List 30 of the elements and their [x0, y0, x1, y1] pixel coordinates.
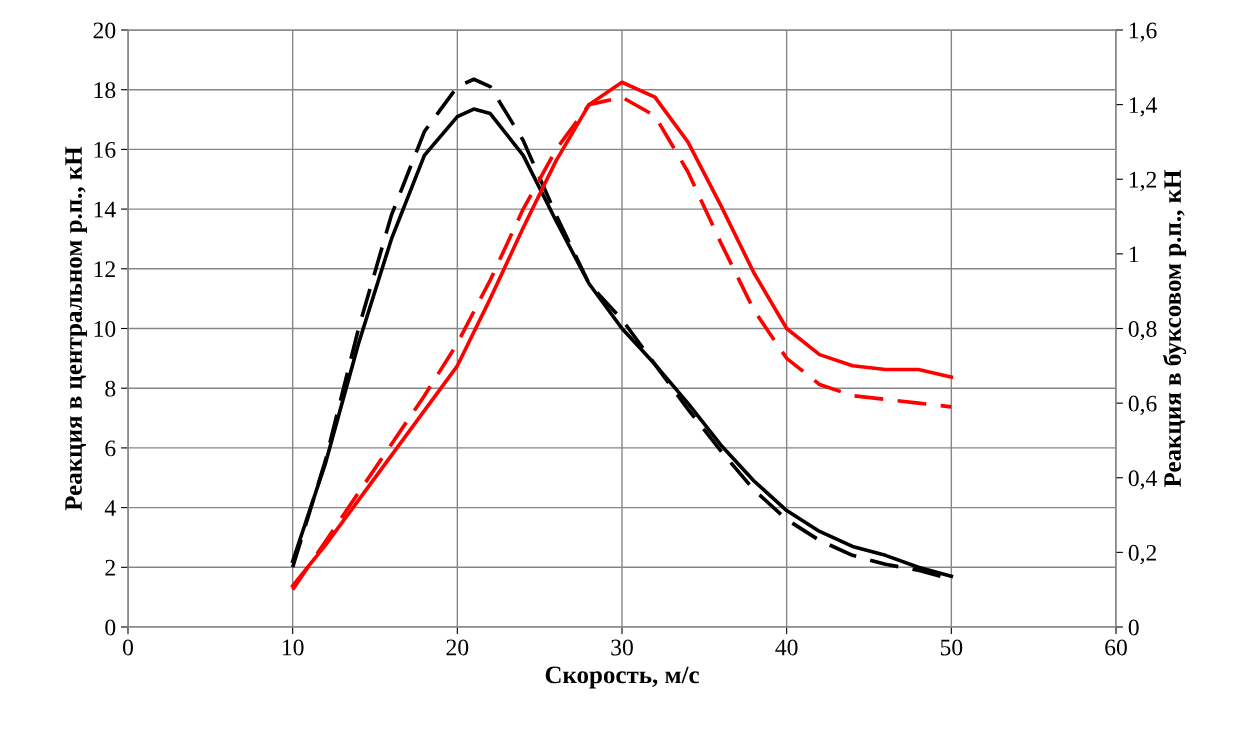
- y2-tick-label: 0,2: [1128, 544, 1157, 565]
- y-tick-label: 18: [94, 82, 116, 99]
- y2-tick-label: 1,2: [1129, 171, 1157, 192]
- x-tick-label: 10: [282, 639, 304, 656]
- y2-tick-label: 1,6: [1129, 22, 1157, 42]
- y2-tick-label: 0,8: [1128, 320, 1157, 341]
- y-tick-label: 2: [105, 559, 115, 576]
- x-tick-label: 0: [123, 639, 133, 656]
- y-tick-label: 8: [105, 380, 116, 397]
- x-tick-label: 50: [940, 639, 963, 656]
- y-tick-label: 6: [105, 440, 116, 457]
- y-tick-label: 14: [94, 201, 116, 218]
- y-tick-label: 4: [104, 500, 116, 516]
- y-tick-label: 20: [93, 22, 116, 39]
- y-tick-label: 16: [94, 141, 116, 158]
- x-tick-label: 30: [611, 639, 633, 656]
- x-axis-title: Скорость, м/с: [545, 666, 699, 689]
- y2-tick-label: 0,4: [1128, 470, 1157, 490]
- y-axis-title: Реакция в центральном р.п., кН: [65, 146, 88, 511]
- y2-tick-label: 1,4: [1129, 97, 1157, 117]
- x-tick-label: 40: [775, 639, 798, 656]
- y2-tick-label: 0: [1128, 619, 1139, 636]
- x-tick-label: 60: [1105, 639, 1127, 656]
- y2-axis-title: Реакция в буксовом р.п., кН: [1162, 169, 1187, 488]
- y-tick-label: 12: [94, 261, 115, 277]
- x-tick-label: 20: [446, 639, 469, 656]
- y-tick-label: 10: [94, 320, 116, 337]
- y2-tick-label: 0,6: [1128, 395, 1157, 415]
- y2-tick-label: 1: [1129, 246, 1139, 263]
- y-tick-label: 0: [105, 619, 116, 636]
